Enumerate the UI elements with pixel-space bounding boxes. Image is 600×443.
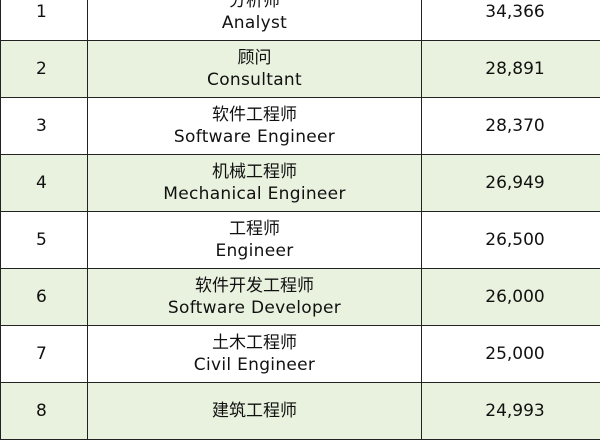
salary-cell: 25,000 <box>422 326 600 383</box>
job-title-english: Consultant <box>88 69 421 91</box>
job-title-english: Analyst <box>88 12 421 34</box>
job-title-cell: 机械工程师 Mechanical Engineer <box>88 155 422 212</box>
salary-cell: 34,366 <box>422 0 600 41</box>
table-row: 6 软件开发工程师 Software Developer 26,000 <box>1 269 600 326</box>
job-title-chinese: 软件开发工程师 <box>88 275 421 297</box>
job-title-chinese: 建筑工程师 <box>88 400 421 422</box>
job-title-cell: 建筑工程师 <box>88 383 422 440</box>
salary-cell: 28,891 <box>422 41 600 98</box>
job-title-english: Civil Engineer <box>88 354 421 376</box>
job-title-english: Software Engineer <box>88 126 421 148</box>
table-row: 3 软件工程师 Software Engineer 28,370 <box>1 98 600 155</box>
table-row: 5 工程师 Engineer 26,500 <box>1 212 600 269</box>
table-row: 7 土木工程师 Civil Engineer 25,000 <box>1 326 600 383</box>
rank-cell: 3 <box>1 98 88 155</box>
job-title-chinese: 顾问 <box>88 47 421 69</box>
rank-cell: 1 <box>1 0 88 41</box>
job-title-chinese: 分析师 <box>88 0 421 12</box>
salary-cell: 26,949 <box>422 155 600 212</box>
table-row: 2 顾问 Consultant 28,891 <box>1 41 600 98</box>
rank-cell: 8 <box>1 383 88 440</box>
salary-cell: 26,000 <box>422 269 600 326</box>
table-row: 1 分析师 Analyst 34,366 <box>1 0 600 41</box>
rank-cell: 5 <box>1 212 88 269</box>
rank-cell: 7 <box>1 326 88 383</box>
rank-cell: 2 <box>1 41 88 98</box>
job-title-cell: 分析师 Analyst <box>88 0 422 41</box>
job-title-cell: 土木工程师 Civil Engineer <box>88 326 422 383</box>
salary-cell: 24,993 <box>422 383 600 440</box>
job-title-chinese: 软件工程师 <box>88 104 421 126</box>
job-title-cell: 工程师 Engineer <box>88 212 422 269</box>
job-title-english: Mechanical Engineer <box>88 183 421 205</box>
job-title-english: Software Developer <box>88 297 421 319</box>
job-title-chinese: 土木工程师 <box>88 332 421 354</box>
job-title-chinese: 工程师 <box>88 218 421 240</box>
salary-cell: 28,370 <box>422 98 600 155</box>
job-title-cell: 顾问 Consultant <box>88 41 422 98</box>
rank-cell: 4 <box>1 155 88 212</box>
job-title-cell: 软件工程师 Software Engineer <box>88 98 422 155</box>
job-title-chinese: 机械工程师 <box>88 161 421 183</box>
salary-cell: 26,500 <box>422 212 600 269</box>
job-title-cell: 软件开发工程师 Software Developer <box>88 269 422 326</box>
table-row: 8 建筑工程师 24,993 <box>1 383 600 440</box>
job-title-english: Engineer <box>88 240 421 262</box>
rank-cell: 6 <box>1 269 88 326</box>
table-row: 4 机械工程师 Mechanical Engineer 26,949 <box>1 155 600 212</box>
